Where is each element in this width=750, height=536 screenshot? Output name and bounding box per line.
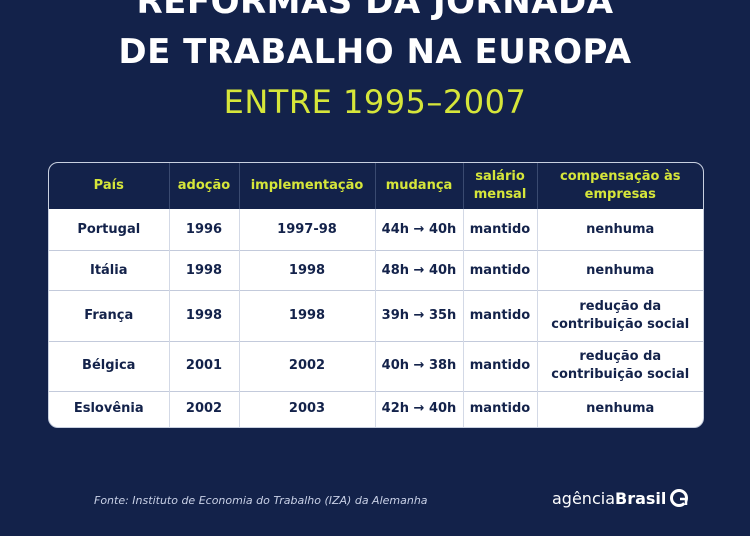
cell-pais: França — [49, 290, 170, 342]
title-line-2: DE TRABALHO NA EUROPA — [118, 32, 632, 72]
cell-implementacao: 1998 — [239, 250, 376, 291]
cell-salario: mantido — [463, 290, 538, 342]
cell-mudanca: 48h → 40h — [375, 250, 464, 291]
cell-mudanca: 40h → 38h — [375, 340, 464, 392]
cell-adocao: 1996 — [169, 209, 240, 251]
cell-implementacao: 1998 — [239, 290, 376, 342]
reforms-table-grid: País adoção implementação mudança salári… — [49, 163, 703, 427]
cell-pais: Bélgica — [49, 340, 170, 392]
source-footnote: Fonte: Instituto de Economia do Trabalho… — [94, 494, 428, 507]
agencia-brasil-logo-icon — [670, 489, 689, 507]
header-mudanca: mudança — [375, 163, 464, 209]
cell-adocao: 1998 — [169, 250, 240, 291]
reforms-table: País adoção implementação mudança salári… — [48, 162, 704, 428]
header-adocao: adoção — [169, 163, 240, 209]
cell-compensacao: nenhuma — [586, 221, 655, 237]
cell-implementacao: 2002 — [239, 340, 376, 392]
header-salario-mensal: salário mensal — [463, 163, 538, 209]
table-header-row: País adoção implementação mudança salári… — [49, 163, 703, 209]
cell-adocao: 1998 — [169, 290, 240, 342]
table-row: Portugal 1996 1997-98 44h → 40h mantido … — [49, 209, 703, 251]
logo-text-agencia: agência — [552, 488, 615, 508]
cell-pais: Portugal — [49, 209, 170, 251]
cell-salario: mantido — [463, 250, 538, 291]
cell-salario: mantido — [463, 390, 538, 427]
cell-implementacao: 1997-98 — [239, 209, 376, 251]
cell-compensacao: redução da contribuição social — [537, 340, 703, 392]
header-implementacao: implementação — [239, 163, 376, 209]
cell-adocao: 2001 — [169, 340, 240, 392]
agencia-brasil-logo: agência Brasil — [552, 488, 689, 508]
cell-mudanca: 39h → 35h — [375, 290, 464, 342]
cell-mudanca: 42h → 40h — [375, 390, 464, 427]
logo-text-brasil: Brasil — [615, 488, 667, 508]
table-row: Itália 1998 1998 48h → 40h mantido nenhu… — [49, 250, 703, 291]
cell-compensacao: nenhuma — [537, 250, 703, 291]
cell-pais: Itália — [49, 250, 170, 291]
cell-pais: Eslovênia — [49, 390, 170, 427]
cell-compensacao: redução da contribuição social — [537, 290, 703, 342]
cell-compensacao: nenhuma — [537, 390, 703, 427]
header-pais: País — [49, 163, 170, 209]
cell-salario: mantido — [463, 209, 538, 251]
table-row: Eslovênia 2002 2003 42h → 40h mantido ne… — [49, 390, 703, 427]
cell-salario: mantido — [463, 340, 538, 392]
header-compensacao: compensação às empresas — [537, 163, 703, 209]
cell-adocao: 2002 — [169, 390, 240, 427]
cell-mudanca: 44h → 40h — [375, 209, 464, 251]
cell-implementacao: 2003 — [239, 390, 376, 427]
title-line-1: REFORMAS DA JORNADA — [136, 0, 614, 22]
table-row: Bélgica 2001 2002 40h → 38h mantido redu… — [49, 340, 703, 392]
title-line-3: ENTRE 1995–2007 — [223, 83, 527, 121]
table-row: França 1998 1998 39h → 35h mantido reduç… — [49, 290, 703, 342]
